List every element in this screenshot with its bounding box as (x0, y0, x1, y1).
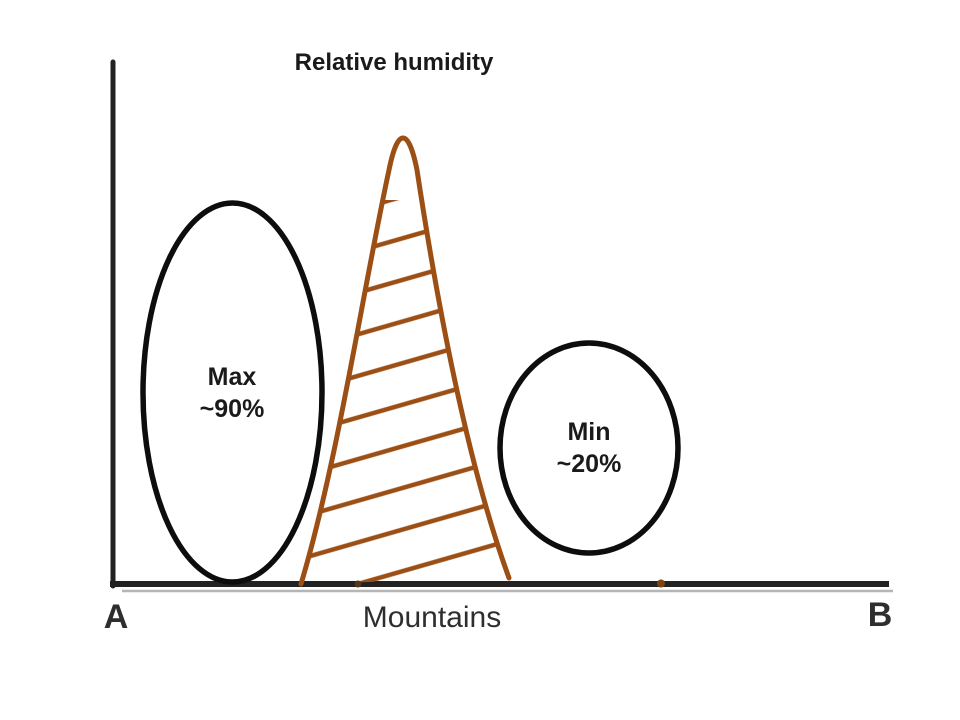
axis-end-label: B (868, 596, 893, 634)
max-humidity-label: Max (208, 363, 257, 391)
axis-dot-right (657, 579, 665, 588)
max-humidity-value: ~90% (200, 395, 265, 423)
min-humidity-value: ~20% (557, 450, 622, 478)
mountain-curve (298, 135, 512, 587)
max-humidity-ellipse (140, 200, 325, 585)
x-axis-title: Mountains (363, 601, 501, 634)
axis-start-label: A (104, 598, 129, 636)
min-humidity-circle (497, 340, 681, 556)
diagram-title: Relative humidity (295, 49, 494, 76)
axis-dot-left (354, 580, 362, 588)
min-humidity-label: Min (567, 418, 610, 446)
mountain-hatching (301, 200, 509, 584)
